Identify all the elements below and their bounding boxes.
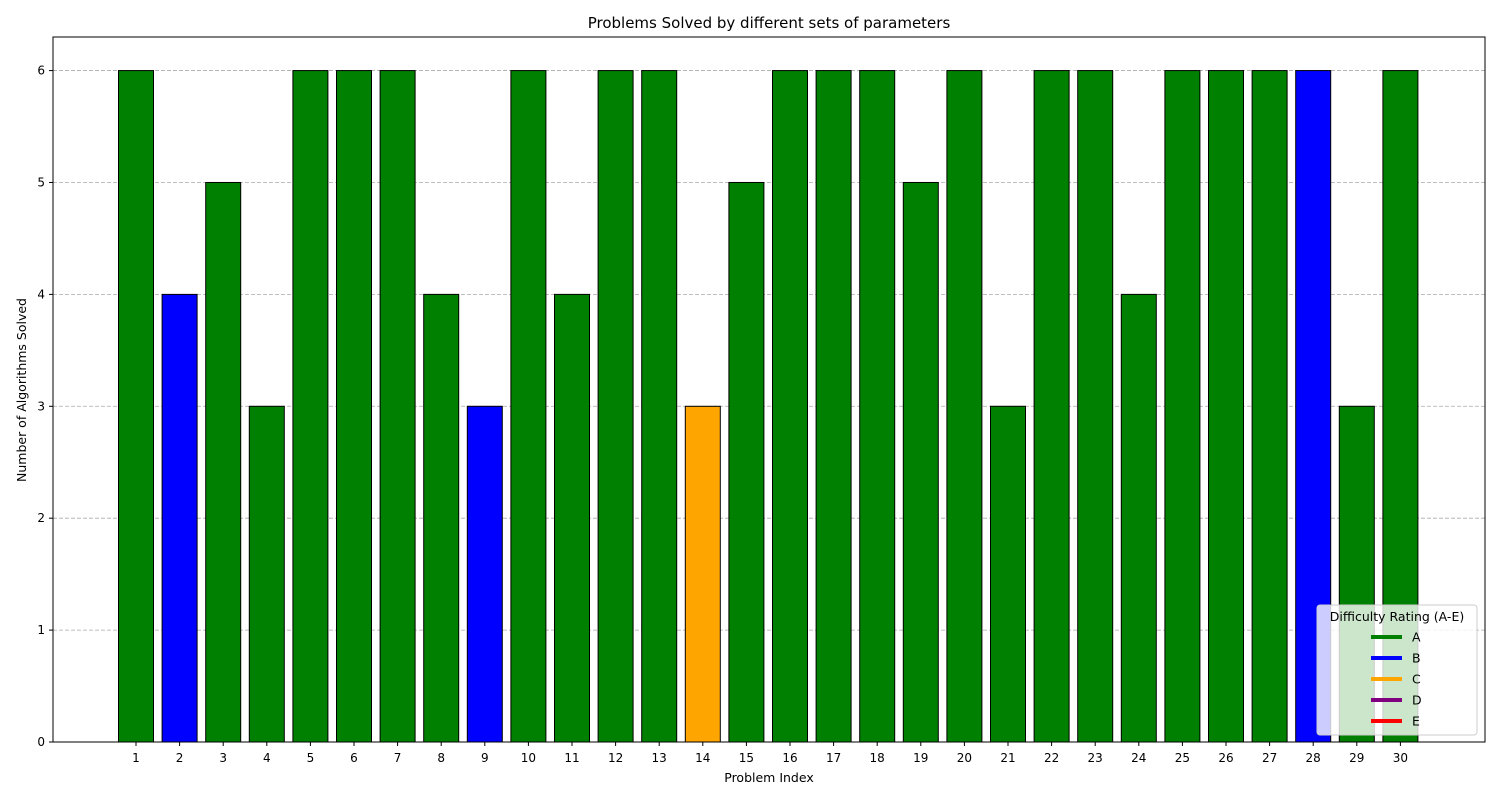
bar — [946, 70, 983, 743]
bar — [161, 293, 198, 743]
x-tick-label: 10 — [521, 751, 536, 765]
bar — [336, 70, 372, 743]
x-tick-label: 27 — [1262, 751, 1277, 765]
y-tick-label: 0 — [37, 735, 45, 749]
bar — [772, 70, 808, 743]
bar — [641, 70, 678, 743]
y-tick-label: 1 — [37, 623, 45, 637]
x-tick-label: 15 — [739, 751, 754, 765]
x-tick-label: 17 — [826, 751, 841, 765]
y-tick-label: 4 — [37, 287, 45, 301]
legend-label: B — [1412, 651, 1421, 666]
x-tick-label: 28 — [1306, 751, 1321, 765]
x-tick-label: 7 — [394, 751, 402, 765]
bar — [597, 70, 634, 743]
bar — [1208, 70, 1244, 743]
x-tick-label: 22 — [1044, 751, 1059, 765]
bar — [379, 70, 416, 743]
x-axis: 1 2 3 4 5 6 7 8 9 10 11 12 13 14 15 16 17 18 19 20 21 22 23 24 2… — [132, 742, 1408, 765]
bar — [292, 70, 329, 743]
bar — [248, 405, 285, 743]
x-tick-label: 20 — [957, 751, 972, 765]
bar — [1251, 70, 1288, 743]
x-tick-label: 2 — [176, 751, 184, 765]
x-tick-label: 14 — [695, 751, 710, 765]
bar — [1164, 70, 1201, 743]
y-tick-label: 5 — [37, 175, 45, 189]
bar — [815, 70, 852, 743]
grid-layer — [53, 70, 1485, 631]
x-tick-label: 4 — [263, 751, 271, 765]
bar — [423, 293, 460, 743]
x-tick-label: 13 — [652, 751, 667, 765]
x-tick-label: 29 — [1349, 751, 1364, 765]
x-tick-label: 26 — [1218, 751, 1233, 765]
x-tick-label: 23 — [1088, 751, 1103, 765]
x-tick-label: 5 — [307, 751, 315, 765]
x-tick-label: 3 — [219, 751, 227, 765]
legend-label: A — [1412, 630, 1421, 645]
bar — [1120, 293, 1157, 743]
bar — [990, 405, 1026, 743]
x-tick-label: 18 — [870, 751, 885, 765]
x-tick-label: 12 — [608, 751, 623, 765]
x-tick-label: 24 — [1131, 751, 1146, 765]
x-tick-label: 25 — [1175, 751, 1190, 765]
y-axis-label: Number of Algorithms Solved — [14, 298, 29, 482]
y-axis: 0 1 2 3 4 5 6 — [37, 64, 53, 749]
x-axis-label: Problem Index — [724, 770, 814, 785]
bar — [205, 181, 242, 743]
bar-layer — [118, 70, 1419, 743]
bar — [1033, 70, 1070, 743]
y-tick-label: 3 — [37, 399, 45, 413]
bar — [859, 70, 896, 743]
x-tick-label: 16 — [782, 751, 797, 765]
bar — [554, 293, 590, 743]
bar — [510, 70, 547, 743]
legend-box — [1316, 604, 1478, 736]
bar — [684, 405, 721, 743]
bar — [902, 181, 939, 743]
legend-label: E — [1412, 714, 1420, 729]
x-tick-label: 19 — [913, 751, 928, 765]
x-tick-label: 8 — [437, 751, 445, 765]
x-tick-label: 30 — [1393, 751, 1408, 765]
legend-label: C — [1412, 672, 1421, 687]
y-tick-label: 2 — [37, 511, 45, 525]
bar — [1077, 70, 1114, 743]
x-tick-label: 1 — [132, 751, 140, 765]
chart-title: Problems Solved by different sets of par… — [588, 14, 951, 32]
plot-frame — [52, 36, 1486, 743]
bar — [118, 70, 154, 743]
x-tick-label: 9 — [481, 751, 489, 765]
x-tick-label: 21 — [1000, 751, 1015, 765]
legend-title: Difficulty Rating (A-E) — [1330, 609, 1464, 624]
bar — [728, 181, 765, 743]
x-tick-label: 11 — [564, 751, 579, 765]
x-tick-label: 6 — [350, 751, 358, 765]
y-tick-label: 6 — [37, 64, 45, 78]
bar — [466, 405, 503, 743]
legend-label: D — [1412, 693, 1422, 708]
